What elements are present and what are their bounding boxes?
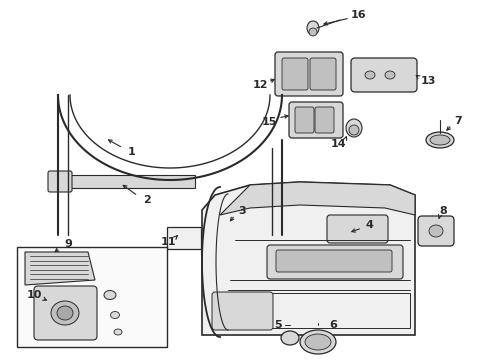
Text: 12: 12	[252, 80, 268, 90]
Ellipse shape	[57, 306, 73, 320]
Ellipse shape	[429, 225, 443, 237]
FancyBboxPatch shape	[327, 215, 388, 243]
FancyBboxPatch shape	[235, 293, 410, 328]
Text: 9: 9	[64, 239, 72, 249]
FancyBboxPatch shape	[34, 286, 97, 340]
Ellipse shape	[349, 125, 359, 135]
FancyBboxPatch shape	[65, 175, 195, 188]
Ellipse shape	[365, 71, 375, 79]
FancyBboxPatch shape	[212, 292, 273, 330]
Ellipse shape	[111, 311, 120, 319]
Polygon shape	[202, 182, 415, 335]
Text: 3: 3	[238, 206, 246, 216]
Ellipse shape	[346, 119, 362, 137]
FancyBboxPatch shape	[275, 52, 343, 96]
Text: 6: 6	[329, 320, 337, 330]
FancyBboxPatch shape	[289, 102, 343, 138]
FancyBboxPatch shape	[48, 171, 72, 192]
Ellipse shape	[114, 329, 122, 335]
Text: 8: 8	[439, 206, 447, 216]
Text: 1: 1	[128, 147, 136, 157]
Text: 2: 2	[143, 195, 151, 205]
Text: 5: 5	[274, 320, 282, 330]
FancyBboxPatch shape	[418, 216, 454, 246]
Text: 14: 14	[330, 139, 346, 149]
FancyBboxPatch shape	[267, 245, 403, 279]
Text: 15: 15	[261, 117, 277, 127]
FancyBboxPatch shape	[167, 227, 201, 249]
Ellipse shape	[300, 330, 336, 354]
Text: 13: 13	[420, 76, 436, 86]
FancyBboxPatch shape	[310, 58, 336, 90]
FancyBboxPatch shape	[282, 58, 308, 90]
Ellipse shape	[290, 297, 370, 319]
FancyBboxPatch shape	[315, 107, 334, 133]
FancyBboxPatch shape	[17, 247, 167, 347]
Polygon shape	[220, 182, 415, 215]
Ellipse shape	[307, 21, 319, 35]
Text: 11: 11	[160, 237, 176, 247]
Text: 10: 10	[26, 290, 42, 300]
FancyBboxPatch shape	[295, 107, 314, 133]
Text: 4: 4	[365, 220, 373, 230]
Ellipse shape	[305, 334, 331, 350]
FancyBboxPatch shape	[351, 58, 417, 92]
Ellipse shape	[385, 71, 395, 79]
Ellipse shape	[281, 331, 299, 345]
Ellipse shape	[104, 291, 116, 300]
Ellipse shape	[51, 301, 79, 325]
FancyBboxPatch shape	[276, 250, 392, 272]
Ellipse shape	[299, 301, 361, 315]
Ellipse shape	[430, 135, 450, 145]
Ellipse shape	[309, 28, 317, 36]
Text: 16: 16	[350, 10, 366, 20]
Ellipse shape	[426, 132, 454, 148]
Polygon shape	[25, 252, 95, 285]
Text: 7: 7	[454, 116, 462, 126]
